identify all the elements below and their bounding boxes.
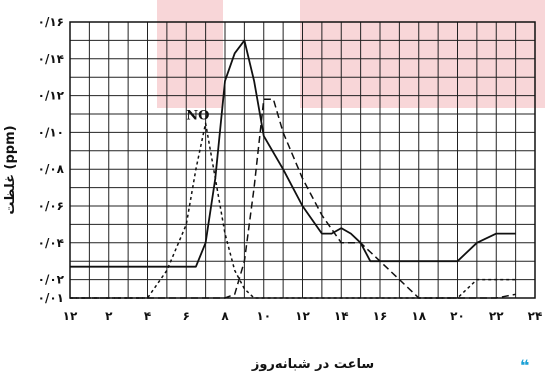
x-tick-label-12: ۲۴ — [528, 309, 543, 323]
x-tick-label-3: ۶ — [183, 309, 190, 323]
series-line-dashed — [70, 98, 516, 299]
x-tick-label-1: ۲ — [105, 309, 113, 323]
y-tick-labels: ۰/۰۱ ۰/۰۲ ۰/۰۴ ۰/۰۶ ۰/۰۸ ۰/۱۰ ۰/۱۲ ۰/۱۴ ۰/۱۶ — [38, 15, 65, 305]
plot-frame — [69, 21, 536, 299]
series-line-solid — [70, 39, 516, 268]
y-tick-label-7: ۰/۱۴ — [38, 52, 64, 66]
x-tick-label-6: ۱۲ — [295, 309, 310, 323]
series-line-dotted — [70, 122, 516, 299]
x-axis-label: ساعت در شبانه‌روز — [251, 357, 374, 372]
y-tick-label-1: ۰/۰۲ — [38, 273, 65, 287]
y-tick-label-8: ۰/۱۶ — [38, 15, 64, 29]
x-tick-label-8: ۱۶ — [373, 309, 388, 323]
y-tick-label-3: ۰/۰۶ — [38, 199, 64, 213]
logo-mark-icon: ❝ — [520, 356, 530, 375]
x-tick-label-4: ۸ — [221, 309, 229, 323]
grid — [69, 21, 536, 299]
y-tick-label-4: ۰/۰۸ — [38, 162, 65, 176]
x-tick-label-5: ۱۰ — [256, 309, 271, 323]
y-tick-label-0: ۰/۰۱ — [38, 291, 64, 305]
y-axis-label: غلظت (ppm) — [3, 125, 18, 214]
plot-border — [69, 21, 536, 299]
background-band-left — [157, 0, 223, 108]
y-tick-label-2: ۰/۰۴ — [38, 236, 64, 250]
annotations: NO — [186, 109, 209, 124]
x-tick-label-7: ۱۴ — [334, 309, 349, 323]
y-tick-label-5: ۰/۱۰ — [38, 125, 64, 139]
x-tick-label-0: ۱۲ — [63, 309, 78, 323]
y-tick-label-6: ۰/۱۲ — [38, 89, 65, 103]
x-tick-label-10: ۲۰ — [450, 309, 465, 323]
x-tick-label-2: ۴ — [144, 309, 151, 323]
x-tick-label-11: ۲۲ — [489, 309, 504, 323]
annotation-0: NO — [186, 109, 209, 124]
x-tick-label-9: ۱۸ — [411, 309, 426, 323]
x-tick-labels: ۱۲ ۲ ۴ ۶ ۸ ۱۰ ۱۲ ۱۴ ۱۶ ۱۸ ۲۰ ۲۲ ۲۴ — [63, 309, 543, 323]
